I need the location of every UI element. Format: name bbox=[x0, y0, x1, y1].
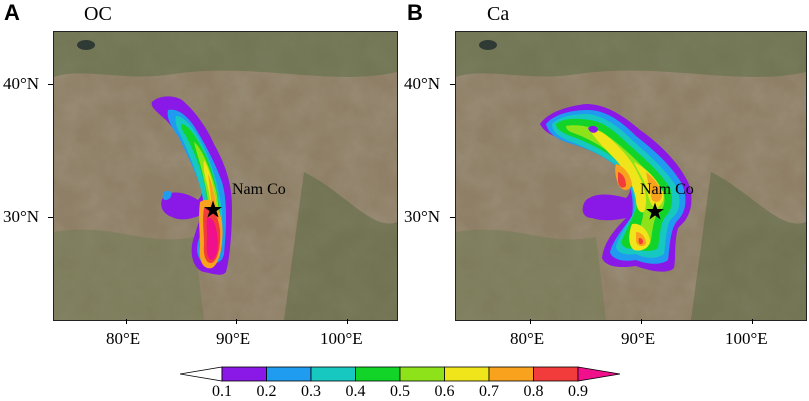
colorbar-tick-label: 0.6 bbox=[434, 383, 455, 400]
panel-b-lat-40: 40°N bbox=[404, 74, 441, 93]
colorbar-tick-label: 0.4 bbox=[345, 383, 366, 400]
ca-concentration-field bbox=[540, 104, 692, 272]
panel-a-map bbox=[53, 31, 398, 321]
colorbar-tick-label: 0.3 bbox=[301, 383, 321, 400]
panel-a-map-canvas bbox=[54, 32, 397, 320]
colorbar-segment bbox=[533, 366, 579, 382]
panel-a-lat-40: 40°N bbox=[3, 74, 40, 93]
colorbar-segment bbox=[355, 366, 401, 382]
panel-a-variable: OC bbox=[84, 3, 112, 25]
colorbar-tick-label: 0.9 bbox=[568, 383, 588, 400]
colorbar-extend-high bbox=[577, 366, 620, 382]
colorbar bbox=[180, 366, 620, 382]
colorbar-extend-low bbox=[180, 366, 223, 382]
panel-a-lon-80: 80°E bbox=[106, 329, 141, 348]
panel-a-letter: A bbox=[4, 0, 20, 25]
colorbar-segment bbox=[399, 366, 445, 382]
panel-b-lon-90: 90°E bbox=[621, 329, 656, 348]
colorbar-tick-label: 0.1 bbox=[212, 383, 232, 400]
panel-b-letter: B bbox=[407, 0, 423, 25]
colorbar-segment bbox=[488, 366, 534, 382]
oc-concentration-field bbox=[151, 96, 232, 275]
colorbar-segment bbox=[444, 366, 490, 382]
colorbar-tick-label: 0.7 bbox=[479, 383, 499, 400]
nam-co-star-icon bbox=[646, 202, 664, 220]
colorbar-segment bbox=[221, 366, 267, 382]
panel-a-lon-100: 100°E bbox=[320, 329, 363, 348]
panel-b-lon-80: 80°E bbox=[510, 329, 545, 348]
panel-b-variable: Ca bbox=[487, 3, 510, 25]
panel-b-map-canvas bbox=[456, 32, 806, 320]
panel-a-station-label: Nam Co bbox=[232, 181, 286, 198]
panel-b-station-label: Nam Co bbox=[640, 181, 694, 198]
colorbar-tick-label: 0.8 bbox=[523, 383, 544, 400]
colorbar-segment bbox=[310, 366, 356, 382]
panel-b-map bbox=[455, 31, 807, 321]
panel-b-lon-100: 100°E bbox=[725, 329, 768, 348]
panel-b-lat-30: 30°N bbox=[404, 207, 441, 226]
nam-co-star-icon bbox=[204, 200, 222, 218]
panel-a-lat-30: 30°N bbox=[3, 207, 40, 226]
colorbar-tick-label: 0.5 bbox=[390, 383, 410, 400]
colorbar-segment bbox=[266, 366, 312, 382]
colorbar-tick-label: 0.2 bbox=[256, 383, 277, 400]
panel-a-lon-90: 90°E bbox=[216, 329, 251, 348]
